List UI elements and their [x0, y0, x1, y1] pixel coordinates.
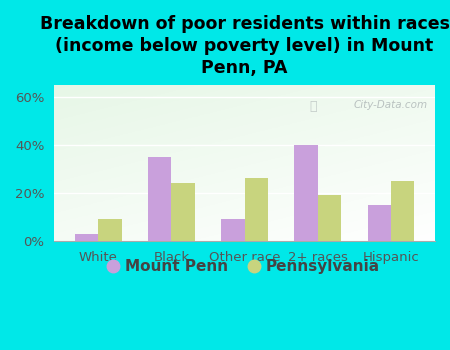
Bar — [294, 145, 318, 241]
Bar — [221, 219, 245, 241]
Bar — [75, 233, 98, 241]
Text: ⌕: ⌕ — [309, 100, 317, 113]
Bar — [245, 178, 268, 241]
Bar — [391, 181, 414, 241]
Bar — [148, 157, 171, 241]
Title: Breakdown of poor residents within races
(income below poverty level) in Mount
P: Breakdown of poor residents within races… — [40, 15, 450, 77]
Bar — [318, 195, 341, 241]
Bar — [171, 183, 195, 241]
Bar — [368, 205, 391, 241]
Bar — [98, 219, 122, 241]
Legend: Mount Penn, Pennsylvania: Mount Penn, Pennsylvania — [103, 253, 386, 280]
Text: City-Data.com: City-Data.com — [353, 100, 428, 110]
